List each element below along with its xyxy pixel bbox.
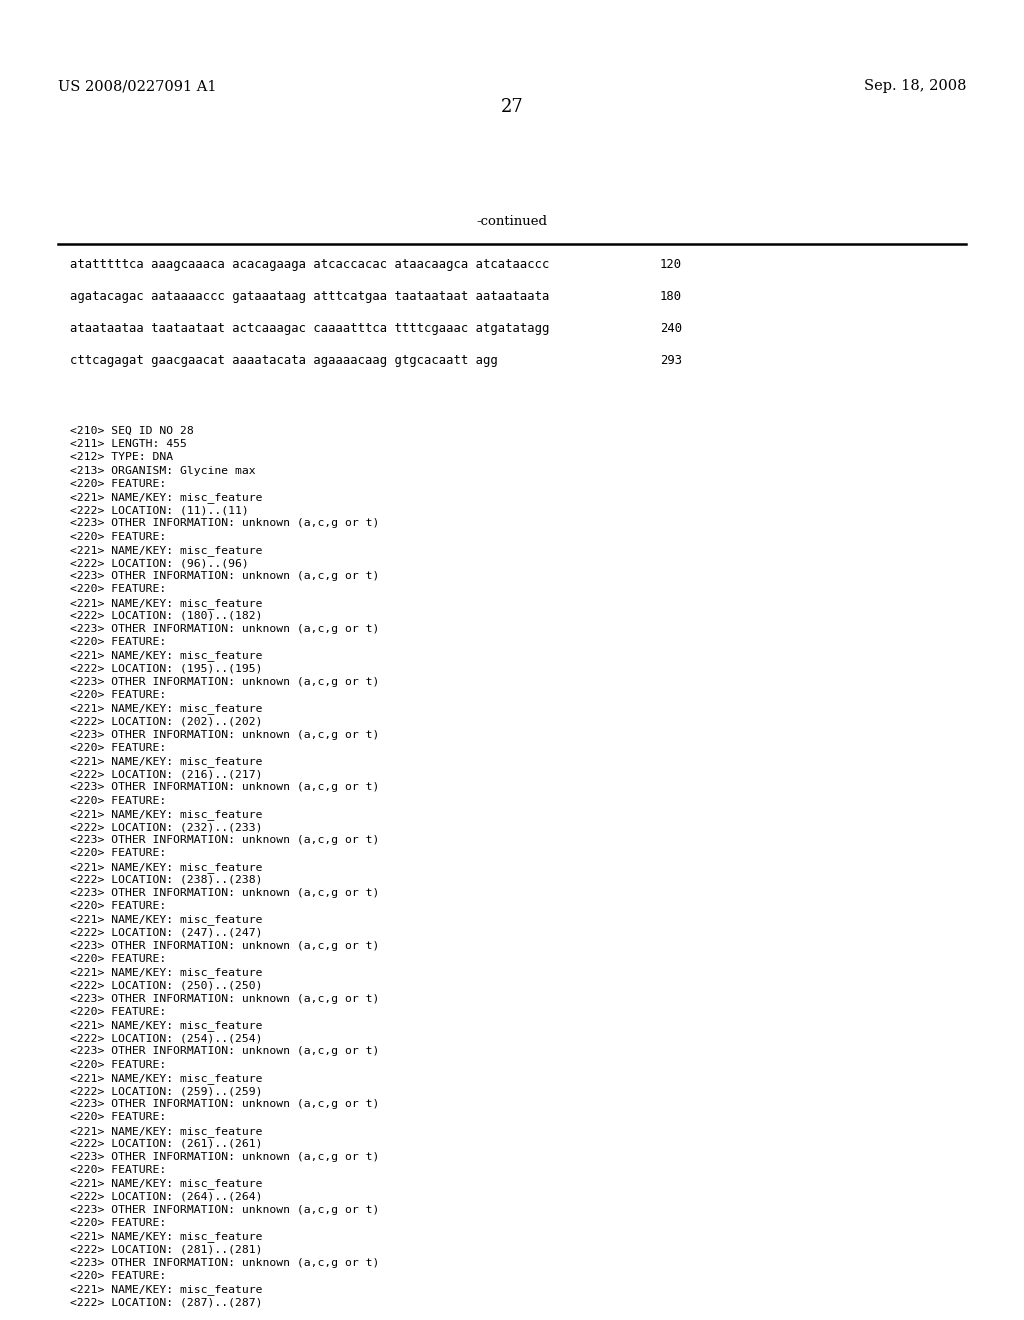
Text: <222> LOCATION: (264)..(264): <222> LOCATION: (264)..(264)	[70, 1192, 262, 1201]
Text: <221> NAME/KEY: misc_feature: <221> NAME/KEY: misc_feature	[70, 1284, 262, 1295]
Text: <221> NAME/KEY: misc_feature: <221> NAME/KEY: misc_feature	[70, 1020, 262, 1031]
Text: <213> ORGANISM: Glycine max: <213> ORGANISM: Glycine max	[70, 466, 256, 475]
Text: <221> NAME/KEY: misc_feature: <221> NAME/KEY: misc_feature	[70, 545, 262, 556]
Text: <220> FEATURE:: <220> FEATURE:	[70, 690, 166, 700]
Text: <222> LOCATION: (247)..(247): <222> LOCATION: (247)..(247)	[70, 928, 262, 937]
Text: <220> FEATURE:: <220> FEATURE:	[70, 585, 166, 594]
Text: <222> LOCATION: (202)..(202): <222> LOCATION: (202)..(202)	[70, 717, 262, 726]
Text: <222> LOCATION: (195)..(195): <222> LOCATION: (195)..(195)	[70, 664, 262, 673]
Text: <223> OTHER INFORMATION: unknown (a,c,g or t): <223> OTHER INFORMATION: unknown (a,c,g …	[70, 994, 379, 1003]
Text: <210> SEQ ID NO 28: <210> SEQ ID NO 28	[70, 426, 194, 436]
Text: <223> OTHER INFORMATION: unknown (a,c,g or t): <223> OTHER INFORMATION: unknown (a,c,g …	[70, 888, 379, 898]
Text: <223> OTHER INFORMATION: unknown (a,c,g or t): <223> OTHER INFORMATION: unknown (a,c,g …	[70, 572, 379, 581]
Text: <221> NAME/KEY: misc_feature: <221> NAME/KEY: misc_feature	[70, 492, 262, 503]
Text: <222> LOCATION: (232)..(233): <222> LOCATION: (232)..(233)	[70, 822, 262, 832]
Text: <223> OTHER INFORMATION: unknown (a,c,g or t): <223> OTHER INFORMATION: unknown (a,c,g …	[70, 1047, 379, 1056]
Text: <223> OTHER INFORMATION: unknown (a,c,g or t): <223> OTHER INFORMATION: unknown (a,c,g …	[70, 624, 379, 634]
Text: <221> NAME/KEY: misc_feature: <221> NAME/KEY: misc_feature	[70, 651, 262, 661]
Text: ataataataa taataataat actcaaagac caaaatttca ttttcgaaac atgatatagg: ataataataa taataataat actcaaagac caaaatt…	[70, 322, 549, 335]
Text: <221> NAME/KEY: misc_feature: <221> NAME/KEY: misc_feature	[70, 1073, 262, 1084]
Text: <221> NAME/KEY: misc_feature: <221> NAME/KEY: misc_feature	[70, 915, 262, 925]
Text: <223> OTHER INFORMATION: unknown (a,c,g or t): <223> OTHER INFORMATION: unknown (a,c,g …	[70, 1258, 379, 1267]
Text: 180: 180	[660, 290, 682, 304]
Text: US 2008/0227091 A1: US 2008/0227091 A1	[58, 79, 216, 92]
Text: <223> OTHER INFORMATION: unknown (a,c,g or t): <223> OTHER INFORMATION: unknown (a,c,g …	[70, 1152, 379, 1162]
Text: <222> LOCATION: (216)..(217): <222> LOCATION: (216)..(217)	[70, 770, 262, 779]
Text: <223> OTHER INFORMATION: unknown (a,c,g or t): <223> OTHER INFORMATION: unknown (a,c,g …	[70, 783, 379, 792]
Text: <220> FEATURE:: <220> FEATURE:	[70, 1060, 166, 1069]
Text: <220> FEATURE:: <220> FEATURE:	[70, 902, 166, 911]
Text: <222> LOCATION: (250)..(250): <222> LOCATION: (250)..(250)	[70, 981, 262, 990]
Text: <221> NAME/KEY: misc_feature: <221> NAME/KEY: misc_feature	[70, 862, 262, 873]
Text: <211> LENGTH: 455: <211> LENGTH: 455	[70, 440, 186, 449]
Text: <221> NAME/KEY: misc_feature: <221> NAME/KEY: misc_feature	[70, 1232, 262, 1242]
Text: atatttttca aaagcaaaca acacagaaga atcaccacac ataacaagca atcataaccc: atatttttca aaagcaaaca acacagaaga atcacca…	[70, 257, 549, 271]
Text: <220> FEATURE:: <220> FEATURE:	[70, 479, 166, 488]
Text: Sep. 18, 2008: Sep. 18, 2008	[863, 79, 966, 92]
Text: <222> LOCATION: (238)..(238): <222> LOCATION: (238)..(238)	[70, 875, 262, 884]
Text: <220> FEATURE:: <220> FEATURE:	[70, 638, 166, 647]
Text: <222> LOCATION: (96)..(96): <222> LOCATION: (96)..(96)	[70, 558, 249, 568]
Text: <222> LOCATION: (287)..(287): <222> LOCATION: (287)..(287)	[70, 1298, 262, 1307]
Text: <221> NAME/KEY: misc_feature: <221> NAME/KEY: misc_feature	[70, 1126, 262, 1137]
Text: <222> LOCATION: (261)..(261): <222> LOCATION: (261)..(261)	[70, 1139, 262, 1148]
Text: <221> NAME/KEY: misc_feature: <221> NAME/KEY: misc_feature	[70, 598, 262, 609]
Text: <220> FEATURE:: <220> FEATURE:	[70, 796, 166, 805]
Text: <221> NAME/KEY: misc_feature: <221> NAME/KEY: misc_feature	[70, 809, 262, 820]
Text: <223> OTHER INFORMATION: unknown (a,c,g or t): <223> OTHER INFORMATION: unknown (a,c,g …	[70, 730, 379, 739]
Text: 293: 293	[660, 354, 682, 367]
Text: <220> FEATURE:: <220> FEATURE:	[70, 743, 166, 752]
Text: 27: 27	[501, 98, 523, 116]
Text: <222> LOCATION: (281)..(281): <222> LOCATION: (281)..(281)	[70, 1245, 262, 1254]
Text: <223> OTHER INFORMATION: unknown (a,c,g or t): <223> OTHER INFORMATION: unknown (a,c,g …	[70, 677, 379, 686]
Text: cttcagagat gaacgaacat aaaatacata agaaaacaag gtgcacaatt agg: cttcagagat gaacgaacat aaaatacata agaaaac…	[70, 354, 498, 367]
Text: <220> FEATURE:: <220> FEATURE:	[70, 954, 166, 964]
Text: <222> LOCATION: (254)..(254): <222> LOCATION: (254)..(254)	[70, 1034, 262, 1043]
Text: <223> OTHER INFORMATION: unknown (a,c,g or t): <223> OTHER INFORMATION: unknown (a,c,g …	[70, 836, 379, 845]
Text: <223> OTHER INFORMATION: unknown (a,c,g or t): <223> OTHER INFORMATION: unknown (a,c,g …	[70, 519, 379, 528]
Text: <221> NAME/KEY: misc_feature: <221> NAME/KEY: misc_feature	[70, 756, 262, 767]
Text: <222> LOCATION: (11)..(11): <222> LOCATION: (11)..(11)	[70, 506, 249, 515]
Text: <223> OTHER INFORMATION: unknown (a,c,g or t): <223> OTHER INFORMATION: unknown (a,c,g …	[70, 1100, 379, 1109]
Text: <220> FEATURE:: <220> FEATURE:	[70, 1218, 166, 1228]
Text: <221> NAME/KEY: misc_feature: <221> NAME/KEY: misc_feature	[70, 704, 262, 714]
Text: <221> NAME/KEY: misc_feature: <221> NAME/KEY: misc_feature	[70, 968, 262, 978]
Text: <223> OTHER INFORMATION: unknown (a,c,g or t): <223> OTHER INFORMATION: unknown (a,c,g …	[70, 1205, 379, 1214]
Text: <220> FEATURE:: <220> FEATURE:	[70, 1113, 166, 1122]
Text: <212> TYPE: DNA: <212> TYPE: DNA	[70, 453, 173, 462]
Text: <222> LOCATION: (259)..(259): <222> LOCATION: (259)..(259)	[70, 1086, 262, 1096]
Text: <220> FEATURE:: <220> FEATURE:	[70, 1271, 166, 1280]
Text: 120: 120	[660, 257, 682, 271]
Text: <220> FEATURE:: <220> FEATURE:	[70, 1166, 166, 1175]
Text: <220> FEATURE:: <220> FEATURE:	[70, 1007, 166, 1016]
Text: <222> LOCATION: (180)..(182): <222> LOCATION: (180)..(182)	[70, 611, 262, 620]
Text: <221> NAME/KEY: misc_feature: <221> NAME/KEY: misc_feature	[70, 1179, 262, 1189]
Text: 240: 240	[660, 322, 682, 335]
Text: agatacagac aataaaaccc gataaataag atttcatgaa taataataat aataataata: agatacagac aataaaaccc gataaataag atttcat…	[70, 290, 549, 304]
Text: -continued: -continued	[476, 215, 548, 228]
Text: <220> FEATURE:: <220> FEATURE:	[70, 849, 166, 858]
Text: <220> FEATURE:: <220> FEATURE:	[70, 532, 166, 541]
Text: <223> OTHER INFORMATION: unknown (a,c,g or t): <223> OTHER INFORMATION: unknown (a,c,g …	[70, 941, 379, 950]
